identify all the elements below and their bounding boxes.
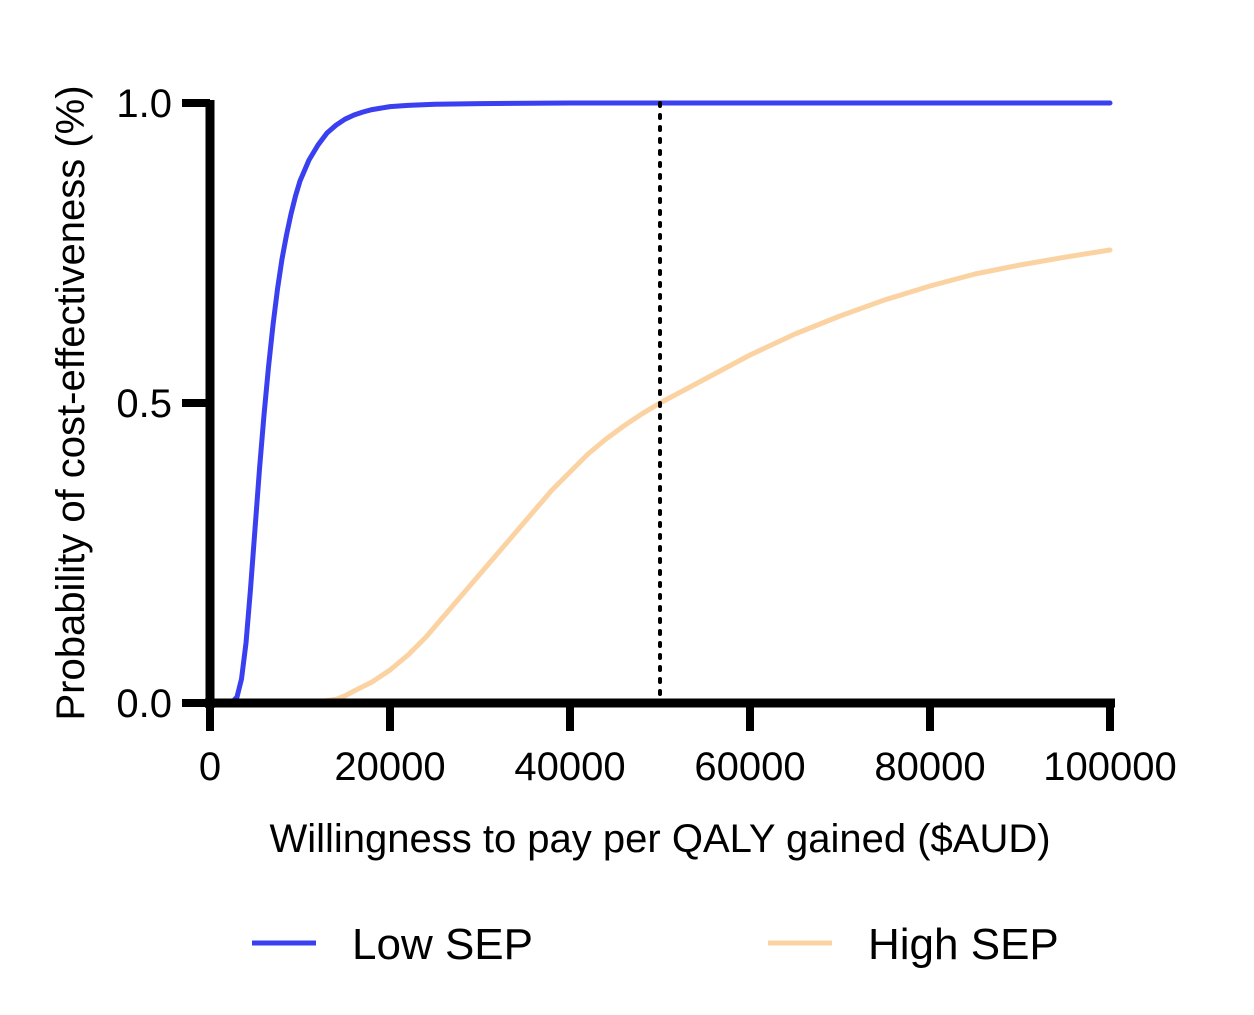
- legend-item-low-sep: Low SEP: [252, 920, 533, 969]
- legend-label-low-sep: Low SEP: [352, 920, 533, 969]
- series-line-high-sep: [207, 247, 1113, 706]
- x-tick-label: 100000: [1043, 745, 1176, 789]
- x-tick-label: 20000: [334, 745, 445, 789]
- legend: Low SEP High SEP: [252, 920, 1059, 969]
- y-tick-label: 0.5: [116, 382, 172, 426]
- plot-lines: [207, 100, 1113, 706]
- x-tick-label: 80000: [874, 745, 985, 789]
- x-tick-label: 0: [199, 745, 221, 789]
- legend-item-high-sep: High SEP: [768, 920, 1059, 969]
- y-tick-label: 0.0: [116, 682, 172, 726]
- legend-label-high-sep: High SEP: [868, 920, 1059, 969]
- axes: [182, 99, 1115, 731]
- y-axis-title: Probability of cost-effectiveness (%): [49, 85, 93, 720]
- series-line-low-sep: [207, 100, 1113, 706]
- x-tick-label: 40000: [514, 745, 625, 789]
- x-tick-label: 60000: [694, 745, 805, 789]
- y-tick-label: 1.0: [116, 82, 172, 126]
- x-axis-title: Willingness to pay per QALY gained ($AUD…: [269, 817, 1050, 861]
- tick-labels: 0 20000 40000 60000 80000 100000 0.0 0.5 1.0: [116, 82, 1176, 789]
